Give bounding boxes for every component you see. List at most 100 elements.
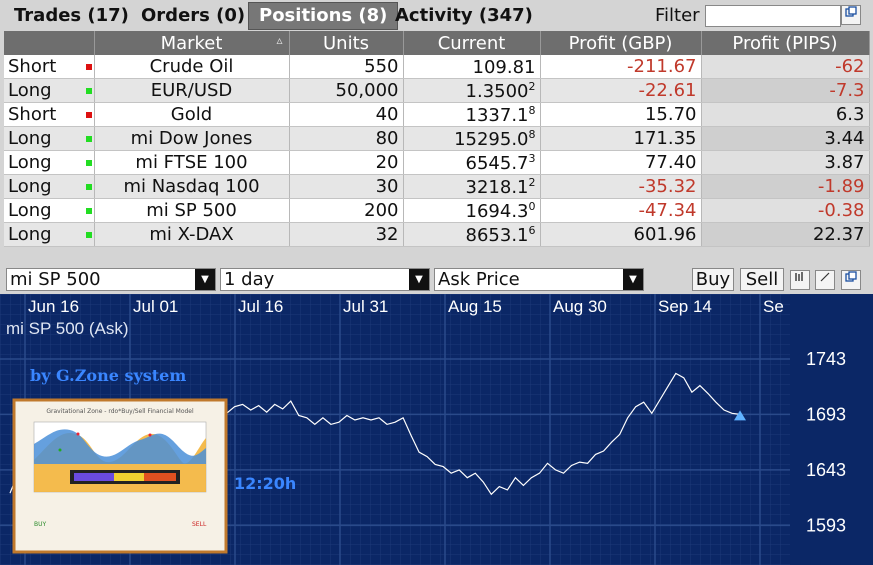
direction-cell: Long [4,150,95,175]
column-header-direction [4,31,95,55]
direction-cell: Long [4,126,95,151]
x-tick-label: Se [763,297,784,316]
market-cell: mi FTSE 100 [94,150,290,175]
last-price-marker [734,410,746,421]
table-body: Short Crude Oil 550 109.81 -211.67 -62 Long EUR… [4,55,870,247]
candlestick-chart-icon[interactable] [790,270,810,290]
column-header-profit-gbp[interactable]: Profit (GBP) [540,31,702,55]
profit-pips-cell: 6.3 [701,102,870,127]
direction-indicator-icon [85,232,92,238]
table-row[interactable]: Long mi X-DAX 32 8653.16 601.96 22.37 [4,222,870,247]
profit-gbp-cell: 77.40 [540,150,702,175]
direction-cell: Short [4,55,95,79]
current-price-cell: 15295.08 [403,126,541,151]
units-cell: 550 [289,55,404,79]
units-cell: 20 [289,150,404,175]
profit-gbp-cell: -22.61 [540,78,702,103]
y-tick-label: 1593 [806,515,846,535]
profit-pips-cell: 3.44 [701,126,870,151]
market-cell: EUR/USD [94,78,290,103]
profit-pips-cell: -62 [701,55,870,79]
table-row[interactable]: Long mi Dow Jones 80 15295.08 171.35 3.44 [4,126,870,151]
column-header-market[interactable]: Market ▵ [94,31,290,55]
current-price-cell: 1694.30 [403,198,541,223]
tab-positions[interactable]: Positions (8) [248,2,399,30]
profit-pips-cell: -0.38 [701,198,870,223]
profit-gbp-cell: -47.34 [540,198,702,223]
tab-trades[interactable]: Trades (17) [14,5,129,26]
tab-orders[interactable]: Orders (0) [141,5,246,26]
current-price-cell: 1337.18 [403,102,541,127]
popout-icon[interactable] [841,5,861,25]
positions-table: Market ▵ Units Current Profit (GBP) Profi… [4,31,870,247]
profit-gbp-cell: -211.67 [540,55,702,79]
y-tick-label: 1743 [806,349,846,369]
column-header-current[interactable]: Current [403,31,541,55]
popout-icon[interactable] [841,270,861,290]
profit-gbp-cell: 601.96 [540,222,702,247]
market-cell: mi Nasdaq 100 [94,174,290,199]
direction-indicator-icon [85,64,92,70]
units-cell: 80 [289,126,404,151]
table-row[interactable]: Long mi Nasdaq 100 30 3218.12 -35.32 -1.89 [4,174,870,199]
profit-gbp-cell: 15.70 [540,102,702,127]
table-row[interactable]: Short Gold 40 1337.18 15.70 6.3 [4,102,870,127]
direction-indicator-icon [85,112,92,118]
column-header-units[interactable]: Units [289,31,404,55]
units-cell: 50,000 [289,78,404,103]
price-chart[interactable]: Jun 16 Jul 01 Jul 16 Jul 31 Aug 15 Aug 30 Sep … [0,294,873,565]
current-price-cell: 109.81 [403,55,541,79]
table-row[interactable]: Short Crude Oil 550 109.81 -211.67 -62 [4,55,870,79]
direction-indicator-icon [85,160,92,166]
interval-select[interactable]: 1 day ▼ [220,268,430,291]
line-chart-icon[interactable] [815,270,835,290]
chevron-down-icon[interactable]: ▼ [195,269,215,290]
x-axis-labels: Jun 16 Jul 01 Jul 16 Jul 31 Aug 15 Aug 30 Sep … [28,297,784,316]
sell-button[interactable]: Sell [740,268,784,291]
market-cell: mi X-DAX [94,222,290,247]
tab-activity[interactable]: Activity (347) [395,5,533,26]
current-price-cell: 3218.12 [403,174,541,199]
filter-label: Filter [655,5,700,26]
market-cell: mi Dow Jones [94,126,290,151]
direction-indicator-icon [85,208,92,214]
profit-pips-cell: 22.37 [701,222,870,247]
units-cell: 200 [289,198,404,223]
units-cell: 30 [289,174,404,199]
direction-cell: Long [4,78,95,103]
x-tick-label: Jul 31 [343,297,388,316]
table-row[interactable]: Long mi SP 500 200 1694.30 -47.34 -0.38 [4,198,870,223]
x-tick-label: Aug 15 [448,297,502,316]
thumbnail-sell-label: SELL [192,521,207,528]
table-row[interactable]: Long mi FTSE 100 20 6545.73 77.40 3.87 [4,150,870,175]
column-header-profit-pips[interactable]: Profit (PIPS) [701,31,870,55]
chevron-down-icon[interactable]: ▼ [623,269,643,290]
thumbnail-title: Gravitational Zone - rdo*Buy/Sell Financ… [46,408,194,415]
direction-indicator-icon [85,184,92,190]
filter-input[interactable] [705,5,841,27]
current-price-cell: 8653.16 [403,222,541,247]
y-tick-label: 1643 [806,460,846,480]
profit-gbp-cell: 171.35 [540,126,702,151]
thumbnail-buy-label: BUY [34,521,47,528]
market-select[interactable]: mi SP 500 ▼ [6,268,216,291]
sort-icon[interactable]: ▵ [276,32,283,47]
chart-title: mi SP 500 (Ask) [6,319,129,338]
market-cell: Crude Oil [94,55,290,79]
table-row[interactable]: Long EUR/USD 50,000 1.35002 -22.61 -7.3 [4,78,870,103]
direction-indicator-icon [85,88,92,94]
chevron-down-icon[interactable]: ▼ [409,269,429,290]
current-price-cell: 6545.73 [403,150,541,175]
y-axis-labels: 1743 1693 1643 1593 [806,349,846,535]
buy-button[interactable]: Buy [692,268,734,291]
x-tick-label: Jul 01 [133,297,178,316]
price-type-select[interactable]: Ask Price ▼ [434,268,644,291]
profit-pips-cell: -7.3 [701,78,870,103]
direction-cell: Long [4,198,95,223]
profit-pips-cell: -1.89 [701,174,870,199]
profit-pips-cell: 3.87 [701,150,870,175]
x-tick-label: Jul 16 [238,297,283,316]
thumbnail-overlay: Gravitational Zone - rdo*Buy/Sell Financ… [12,398,228,554]
direction-cell: Long [4,174,95,199]
direction-indicator-icon [85,136,92,142]
